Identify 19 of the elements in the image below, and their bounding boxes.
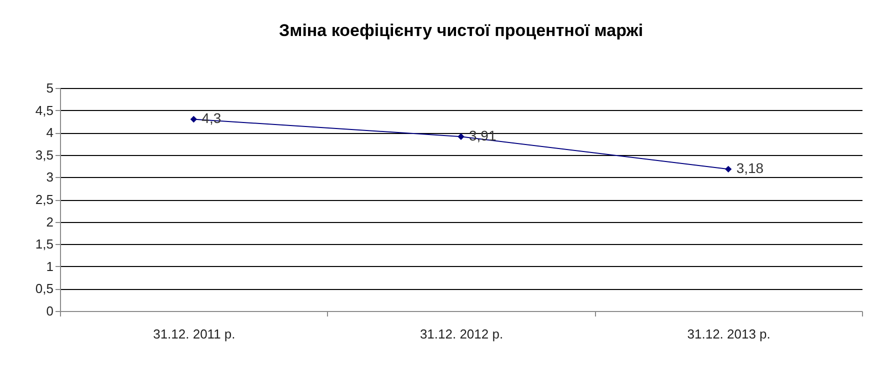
y-tick-label: 1: [46, 258, 54, 274]
y-tick-label: 0: [46, 304, 54, 318]
x-tick-label: 31.12. 2012 р.: [420, 326, 504, 342]
y-tick-label: 4: [46, 125, 54, 140]
y-tick-label: 1,5: [35, 236, 54, 252]
point: [190, 116, 198, 123]
y-tick-label: 2: [46, 214, 54, 230]
y-tick-label: 3: [46, 170, 54, 185]
y-tick-label: 5: [46, 80, 54, 96]
point: [724, 166, 732, 173]
data-label: 3,18: [736, 160, 764, 176]
x-tick-label: 31.12. 2011 р.: [153, 326, 236, 342]
chart-title: Зміна коефіцієнту чистої процентної маржі: [278, 21, 644, 40]
x-tick-label: 31.12. 2013 р.: [687, 326, 770, 342]
point: [458, 133, 464, 140]
y-tick-label: 0,5: [35, 281, 54, 296]
y-tick-label: 3,5: [35, 147, 54, 162]
y-tick-label: 2,5: [35, 192, 54, 207]
y-tick-label: 4,5: [35, 102, 54, 118]
